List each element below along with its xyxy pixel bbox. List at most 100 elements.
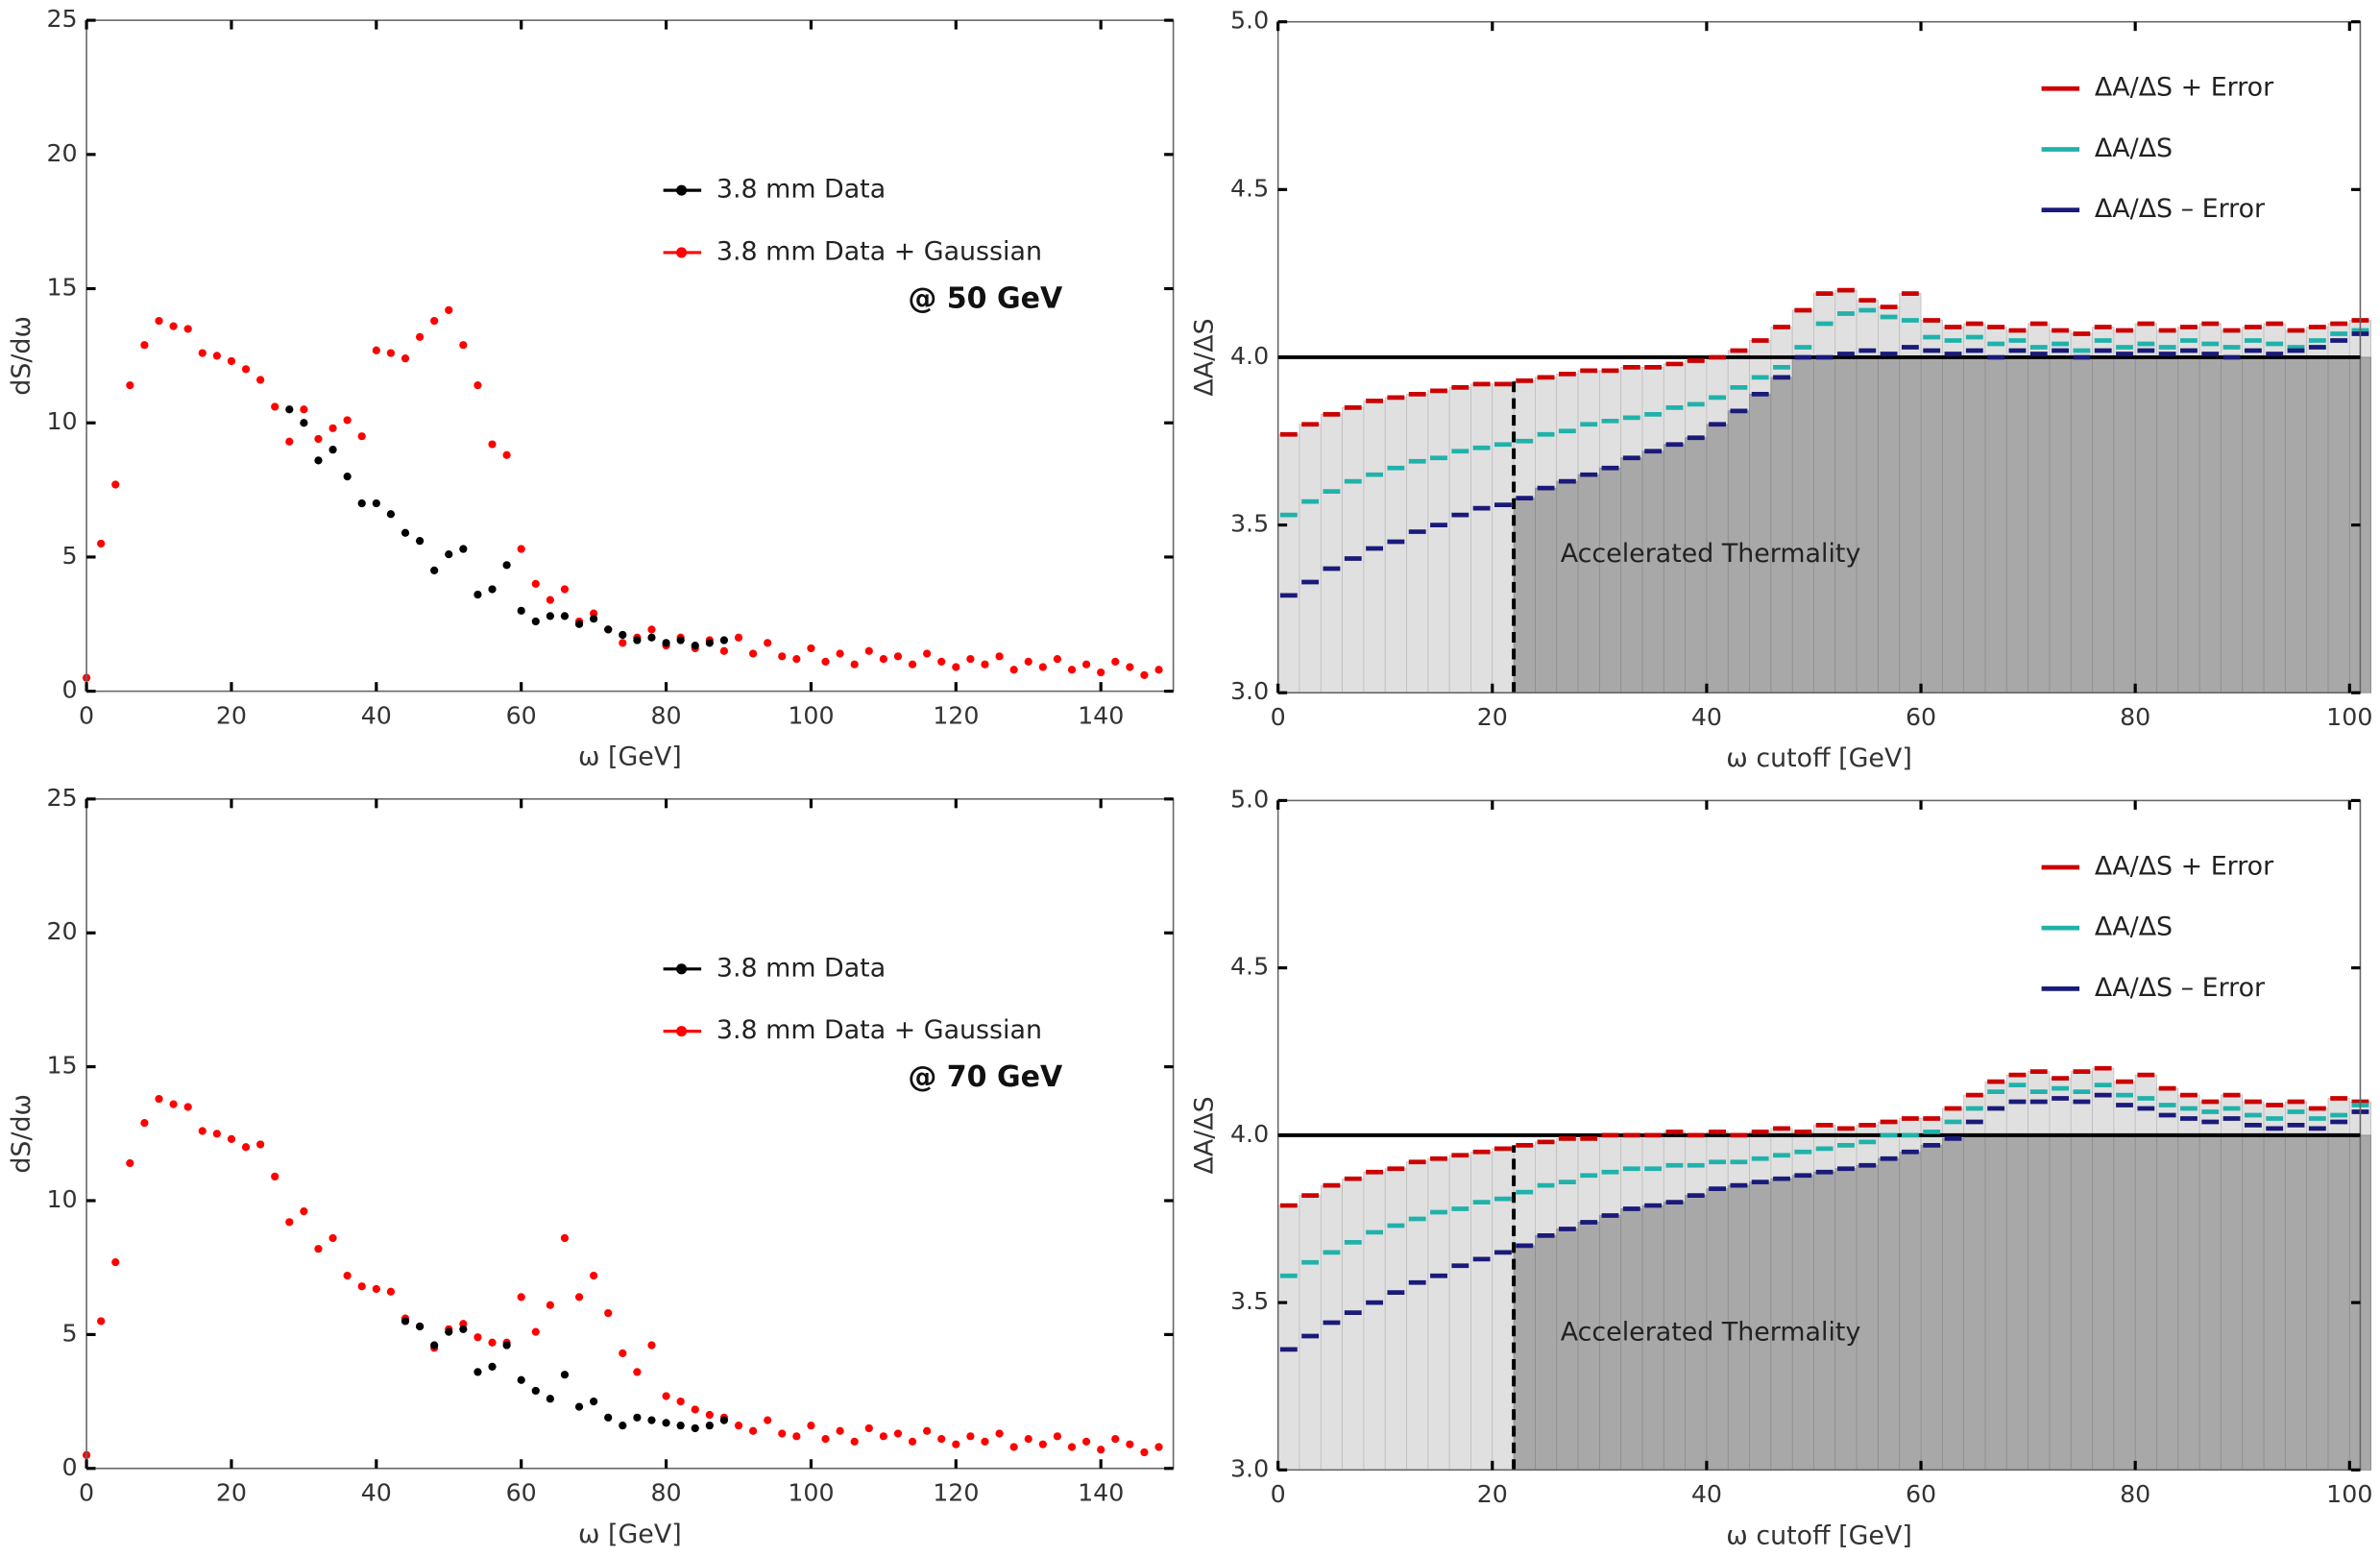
data-point (1009, 1443, 1018, 1451)
data-point (705, 1422, 714, 1430)
data-point (1038, 663, 1047, 671)
thermal-bar (2092, 1134, 2115, 1471)
x-axis-label: ω [GeV] (578, 1520, 682, 1549)
thermal-bar (2005, 1134, 2029, 1471)
data-point (169, 322, 178, 330)
data-point (836, 1426, 844, 1435)
x-tick-label: 100 (788, 1479, 834, 1507)
data-point (1038, 1440, 1047, 1448)
data-point (328, 424, 337, 432)
data-point (1154, 666, 1163, 674)
x-tick-label: 80 (2120, 1480, 2150, 1508)
data-point (517, 545, 525, 553)
legend-label: ΔA/ΔS (2095, 912, 2173, 942)
data-point (647, 633, 656, 642)
data-point (401, 528, 410, 537)
data-point (1140, 1448, 1149, 1457)
data-point (1024, 657, 1032, 667)
data-point (676, 636, 685, 645)
thermal-bar (1535, 1235, 1558, 1471)
data-point (633, 1413, 642, 1422)
data-point (619, 1349, 627, 1358)
thermal-bar (1791, 356, 1814, 693)
data-point (633, 1368, 642, 1376)
panel: 3.8 mm Data 3.8 mm Data + Gaussian @ 50 Ge… (7, 5, 1175, 772)
data-point (574, 620, 584, 628)
data-point (966, 654, 975, 664)
data-point (241, 365, 251, 374)
data-point (691, 642, 699, 650)
thermal-bar (1878, 1157, 1901, 1471)
data-point (183, 325, 192, 333)
data-point (1053, 654, 1062, 664)
data-point (1097, 1446, 1105, 1454)
data-point (574, 1293, 584, 1302)
data-point (169, 1100, 178, 1108)
y-tick-label: 20 (46, 917, 77, 945)
data-point (619, 630, 627, 640)
y-tick-label: 10 (46, 407, 77, 435)
thermal-bar (1963, 1134, 1986, 1471)
data-point (198, 1127, 206, 1135)
thermal-bar (1941, 356, 1965, 693)
data-point (459, 1325, 468, 1333)
thermal-bar (1963, 356, 1986, 693)
data-point (328, 446, 337, 454)
legend-label: 3.8 mm Data + Gaussian (716, 1015, 1042, 1045)
panel: ΔA/ΔS + Error ΔA/ΔS ΔA/ΔS – Error Accelerat… (1189, 7, 2372, 774)
data-point (445, 1327, 453, 1336)
data-point (590, 1271, 598, 1280)
thermal-bar (2284, 1134, 2308, 1471)
data-point (560, 1233, 570, 1243)
data-point (1097, 668, 1105, 677)
data-point (445, 305, 453, 314)
thermal-bar (1834, 356, 1858, 693)
legend-marker (676, 247, 688, 258)
data-point (183, 1103, 192, 1111)
x-tick-label: 20 (216, 1479, 247, 1507)
data-point (893, 652, 903, 661)
legend-marker (676, 184, 688, 196)
thermal-bar (2028, 1134, 2051, 1471)
x-tick-label: 100 (788, 701, 834, 729)
data-point (256, 376, 265, 384)
band-bar (1492, 383, 1515, 693)
band-bar (1320, 413, 1343, 693)
data-point (140, 341, 149, 350)
x-tick-label: 80 (650, 701, 681, 729)
data-point (227, 356, 236, 366)
thermal-bar (1984, 356, 2007, 693)
thermal-bar (1878, 356, 1901, 693)
data-point (140, 1119, 149, 1128)
data-point (314, 434, 323, 444)
data-point (155, 1094, 163, 1104)
annotation: @ 50 GeV (908, 281, 1063, 315)
data-point (517, 1375, 525, 1384)
data-point (227, 1134, 236, 1143)
data-point (952, 663, 960, 671)
data-point (850, 1437, 859, 1447)
data-point (792, 654, 801, 664)
x-tick-label: 40 (361, 701, 392, 729)
thermal-bar (1513, 1245, 1536, 1471)
band-bar (1277, 433, 1300, 693)
data-point (604, 625, 613, 634)
thermal-bar (2177, 1134, 2200, 1471)
thermal-bar (2306, 1134, 2329, 1471)
y-tick-label: 15 (46, 1052, 77, 1080)
band-bar (1406, 1161, 1429, 1471)
data-point (937, 1434, 946, 1444)
data-point (111, 1258, 120, 1267)
y-tick-label: 3.5 (1230, 1287, 1269, 1315)
thermal-bar (1941, 1137, 1965, 1471)
thermal-bar (1920, 1144, 1943, 1471)
legend-marker (676, 963, 688, 975)
band-bar (1448, 386, 1471, 693)
data-point (691, 1423, 699, 1433)
thermal-bar (2005, 356, 2029, 693)
data-point (764, 1416, 772, 1424)
data-point (952, 1440, 960, 1448)
data-point (430, 566, 439, 575)
data-point (893, 1429, 903, 1438)
x-tick-label: 60 (1906, 703, 1936, 731)
